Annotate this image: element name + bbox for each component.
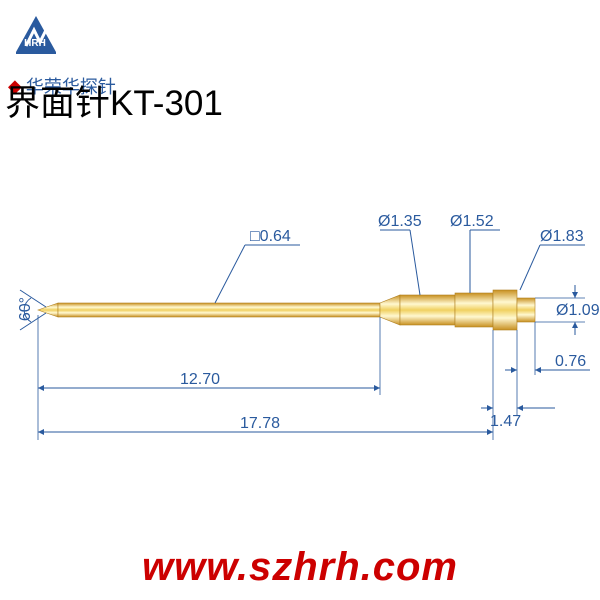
logo-en: HRH — [24, 38, 46, 49]
dim-d135: Ø1.35 — [378, 213, 422, 230]
logo-svg: HRH — [8, 8, 138, 68]
dim-d152: Ø1.52 — [450, 213, 494, 230]
dim-sq064: □0.64 — [250, 228, 291, 245]
dim-1778: 17.78 — [240, 415, 280, 432]
product-title: 界面针KT-301 — [5, 75, 223, 126]
dim-angle: 60° — [17, 297, 34, 321]
technical-drawing: 60° □0.64 Ø1.35 Ø1.52 Ø1.83 Ø1.09 0.76 1… — [0, 200, 600, 500]
dim-076: 0.76 — [555, 353, 586, 370]
dim-d183: Ø1.83 — [540, 228, 584, 245]
dim-d109: Ø1.09 — [556, 302, 600, 319]
website-url: www.szhrh.com — [0, 545, 600, 590]
dim-147: 1.47 — [490, 413, 521, 430]
dim-1270: 12.70 — [180, 371, 220, 388]
